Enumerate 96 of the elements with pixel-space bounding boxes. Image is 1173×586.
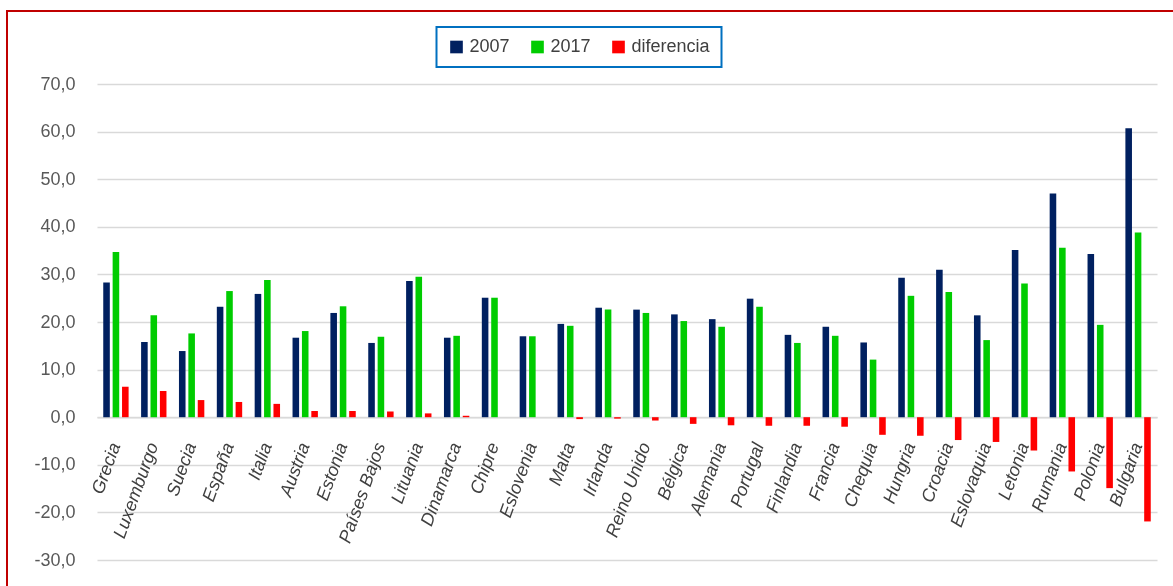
bar: [936, 269, 943, 418]
bar: [642, 312, 650, 418]
bar: [831, 335, 839, 418]
y-tick-label: -30,0: [34, 549, 76, 570]
bar: [529, 336, 536, 418]
y-tick-label: -10,0: [34, 454, 76, 475]
bar: [1087, 253, 1095, 418]
bar: [1125, 128, 1132, 418]
bar: [822, 326, 830, 418]
bar: [311, 411, 318, 418]
bar: [197, 400, 205, 418]
bar: [103, 282, 110, 418]
bar: [377, 336, 385, 418]
bar: [1144, 417, 1151, 522]
x-tick-label: Italia: [244, 439, 276, 483]
bar: [708, 319, 716, 418]
bar: [803, 417, 811, 426]
bar: [595, 307, 602, 418]
bar: [765, 417, 773, 426]
bar: [841, 417, 848, 427]
bar: [680, 321, 688, 418]
bar: [424, 413, 432, 418]
bar: [443, 337, 451, 418]
bar: [756, 306, 763, 418]
bar: [112, 252, 120, 418]
bar: [917, 417, 924, 436]
bar: [254, 293, 262, 418]
bar: [992, 417, 1000, 442]
y-tick-label: 50,0: [40, 168, 76, 189]
bar: [973, 315, 981, 418]
bar: [907, 295, 915, 418]
bar: [178, 351, 186, 418]
bar: [216, 306, 224, 418]
legend-label: 2007: [469, 36, 510, 56]
bar: [301, 331, 309, 418]
bar: [746, 298, 754, 418]
bar: [689, 417, 697, 424]
bar: [1096, 324, 1104, 418]
bar: [226, 291, 233, 418]
legend-label: diferencia: [631, 36, 711, 56]
bar: [387, 411, 394, 418]
bar: [1049, 193, 1057, 418]
bar: [188, 333, 195, 418]
bar: [566, 325, 574, 418]
bar: [519, 336, 527, 418]
y-tick-label: 0,0: [50, 406, 76, 427]
x-tick-label: Chipre: [466, 439, 503, 497]
y-tick-label: 30,0: [40, 263, 76, 284]
bar: [794, 342, 801, 418]
bar: [406, 281, 413, 418]
bar: [652, 417, 659, 421]
legend-label: 2017: [550, 36, 591, 56]
bar: [273, 403, 281, 418]
bar: [141, 341, 148, 418]
bar: [945, 292, 953, 418]
bar: [368, 342, 375, 418]
bar: [671, 314, 678, 418]
bar: [330, 312, 337, 418]
y-tick-label: -20,0: [34, 501, 76, 522]
bar: [860, 342, 867, 418]
bar: [557, 323, 565, 418]
bar: [159, 391, 167, 418]
y-tick-label: 70,0: [40, 73, 76, 94]
y-tick-label: 40,0: [40, 216, 76, 237]
x-tick-label: Malta: [544, 439, 579, 489]
x-tick-label: Suecia: [162, 439, 201, 499]
bar: [235, 401, 243, 418]
y-tick-label: 60,0: [40, 121, 76, 142]
bar: [784, 334, 792, 418]
bar: [869, 359, 877, 418]
bar: [983, 340, 990, 418]
bar: [292, 337, 300, 418]
bar: [1059, 247, 1066, 418]
y-tick-label: 10,0: [40, 359, 76, 380]
bar: [264, 280, 271, 418]
bar: [453, 335, 460, 418]
bar: [1011, 250, 1019, 418]
bar: [727, 417, 735, 426]
bar: [491, 297, 498, 418]
bar: [122, 386, 129, 418]
bar: [415, 276, 423, 418]
y-tick-label: 20,0: [40, 311, 76, 332]
bar: [339, 306, 347, 418]
x-tick-label: Austria: [275, 439, 314, 501]
bar: [879, 417, 886, 435]
bar: [1134, 232, 1142, 418]
bar: [718, 326, 725, 418]
bar: [954, 417, 962, 441]
bar: [633, 309, 640, 418]
bar: [898, 277, 905, 418]
bar: [481, 297, 489, 418]
bar: [1068, 417, 1076, 472]
bar: [349, 411, 356, 418]
bar: [150, 315, 158, 418]
bar: [1021, 283, 1028, 418]
bar: [604, 309, 612, 418]
